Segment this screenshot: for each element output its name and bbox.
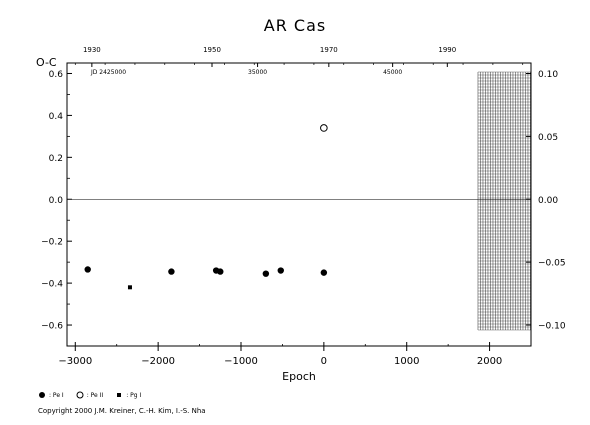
top-jd-label: 45000 xyxy=(383,69,402,76)
right-tick-label: 0.10 xyxy=(538,70,558,80)
x-axis-label: Epoch xyxy=(282,370,316,383)
right-tick-label: 0.05 xyxy=(538,133,558,143)
legend: : Pe I : Pe II : Pg I xyxy=(38,391,141,399)
y-tick-label: 0.6 xyxy=(49,70,64,80)
data-point-pe1 xyxy=(217,268,224,275)
top-year-label: 1950 xyxy=(203,46,221,54)
y-tick-label: −0.4 xyxy=(41,280,63,290)
legend-item-pe2: : Pe II xyxy=(76,391,103,399)
data-point-pg1 xyxy=(127,285,132,290)
jd-label: JD 2425000 xyxy=(90,69,126,76)
data-point-pe1 xyxy=(320,269,328,276)
legend-label: : Pe II xyxy=(86,391,104,399)
right-tick-label: −0.05 xyxy=(538,259,566,269)
legend-label: : Pe I xyxy=(49,391,64,399)
copyright-text: Copyright 2000 J.M. Kreiner, C.-H. Kim, … xyxy=(38,407,206,415)
top-jd-label: 35000 xyxy=(248,69,267,76)
x-tick-label: 2000 xyxy=(477,356,502,367)
right-tick-label: 0.00 xyxy=(538,196,558,206)
data-point-pe1 xyxy=(277,267,284,274)
x-tick-label: 1000 xyxy=(394,356,419,367)
chart-title: AR Cas xyxy=(263,16,327,35)
y-tick-label: 0.4 xyxy=(49,112,64,122)
x-tick-label: −1000 xyxy=(224,356,258,367)
y-axis-label: O-C xyxy=(36,56,57,69)
open-circle-icon xyxy=(76,391,84,399)
data-point-pe1 xyxy=(168,268,175,275)
legend-item-pg1: : Pg I xyxy=(115,391,141,399)
right-tick-label: −0.10 xyxy=(538,322,566,332)
top-year-label: 1970 xyxy=(320,46,338,54)
y-tick-label: −0.6 xyxy=(41,322,63,332)
y-tick-label: 0.0 xyxy=(49,196,64,206)
x-tick-label: −3000 xyxy=(58,356,92,367)
data-point-pe2 xyxy=(320,124,328,132)
x-tick-label: 0 xyxy=(321,356,327,367)
data-point-pe1 xyxy=(84,266,91,273)
y-tick-label: −0.2 xyxy=(41,238,63,248)
legend-label: : Pg I xyxy=(126,391,142,399)
top-year-label: 1930 xyxy=(83,46,101,54)
data-point-pe1 xyxy=(262,270,270,277)
top-year-label: 1990 xyxy=(438,46,456,54)
y-tick-label: 0.2 xyxy=(49,154,63,164)
filled-circle-icon xyxy=(39,392,45,398)
x-tick-label: −2000 xyxy=(141,356,175,367)
legend-item-pe1: : Pe I xyxy=(38,391,64,399)
plot-frame xyxy=(66,62,532,347)
small-square-icon xyxy=(117,393,122,397)
